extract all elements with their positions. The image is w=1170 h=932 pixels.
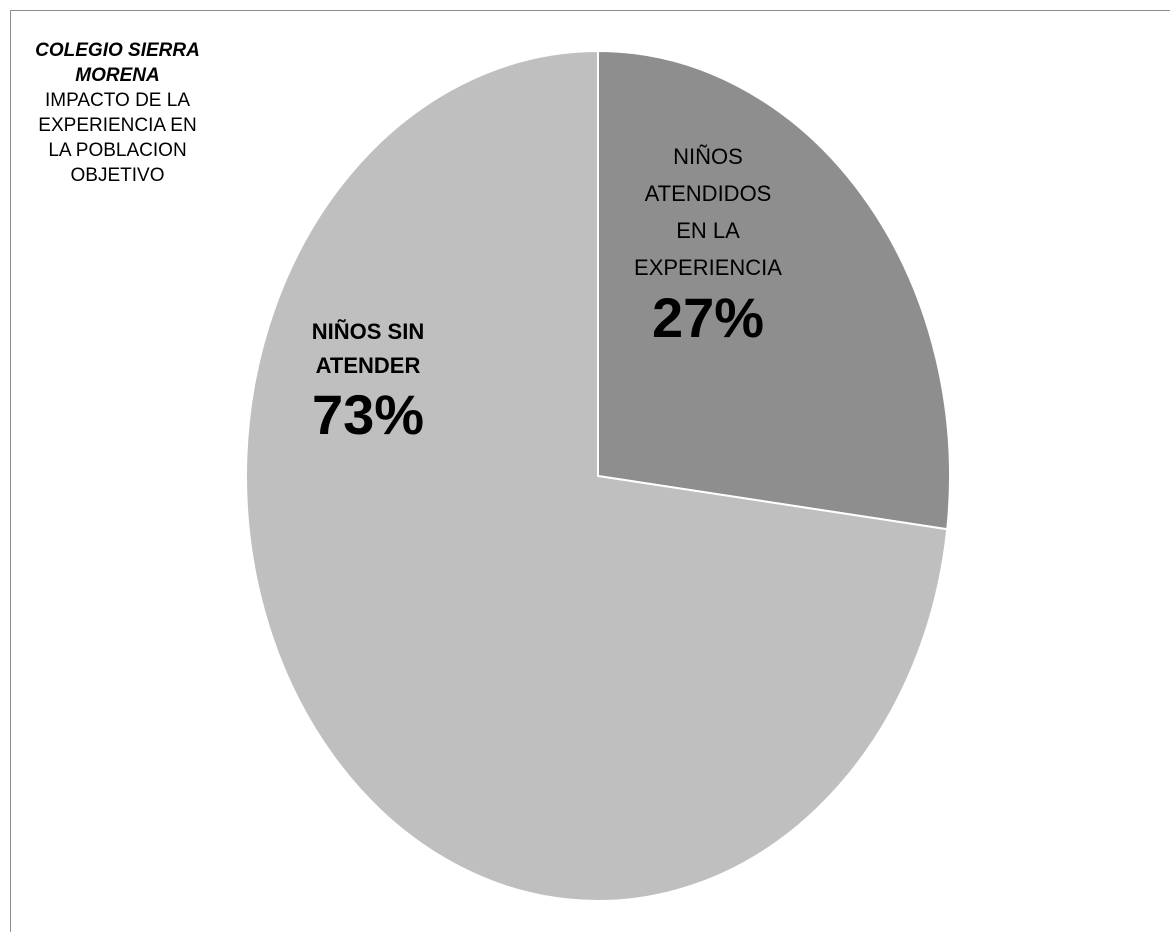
slice-label-attended-name: NIÑOS ATENDIDOS EN LA EXPERIENCIA [634, 144, 782, 280]
pie-slices [245, 49, 951, 902]
slice-label-attended: NIÑOS ATENDIDOS EN LA EXPERIENCIA 27% [618, 138, 798, 350]
chart-frame [10, 10, 1170, 932]
slice-label-not-attended-name: NIÑOS SIN ATENDER [311, 319, 425, 378]
slice-label-attended-percent: 27% [651, 286, 765, 349]
slice-label-not-attended: NIÑOS SIN ATENDER 73% [268, 315, 468, 447]
chart-title-school: COLEGIO SIERRA MORENA [35, 40, 200, 86]
chart-title: COLEGIO SIERRA MORENA IMPACTO DE LA EXPE… [20, 38, 215, 188]
chart-subtitle: IMPACTO DE LA EXPERIENCIA EN LA POBLACIO… [38, 90, 197, 186]
pie-slice-not-attended [245, 49, 949, 902]
slice-label-not-attended-percent: 73% [311, 383, 425, 446]
pie-slice-attended [597, 49, 951, 531]
